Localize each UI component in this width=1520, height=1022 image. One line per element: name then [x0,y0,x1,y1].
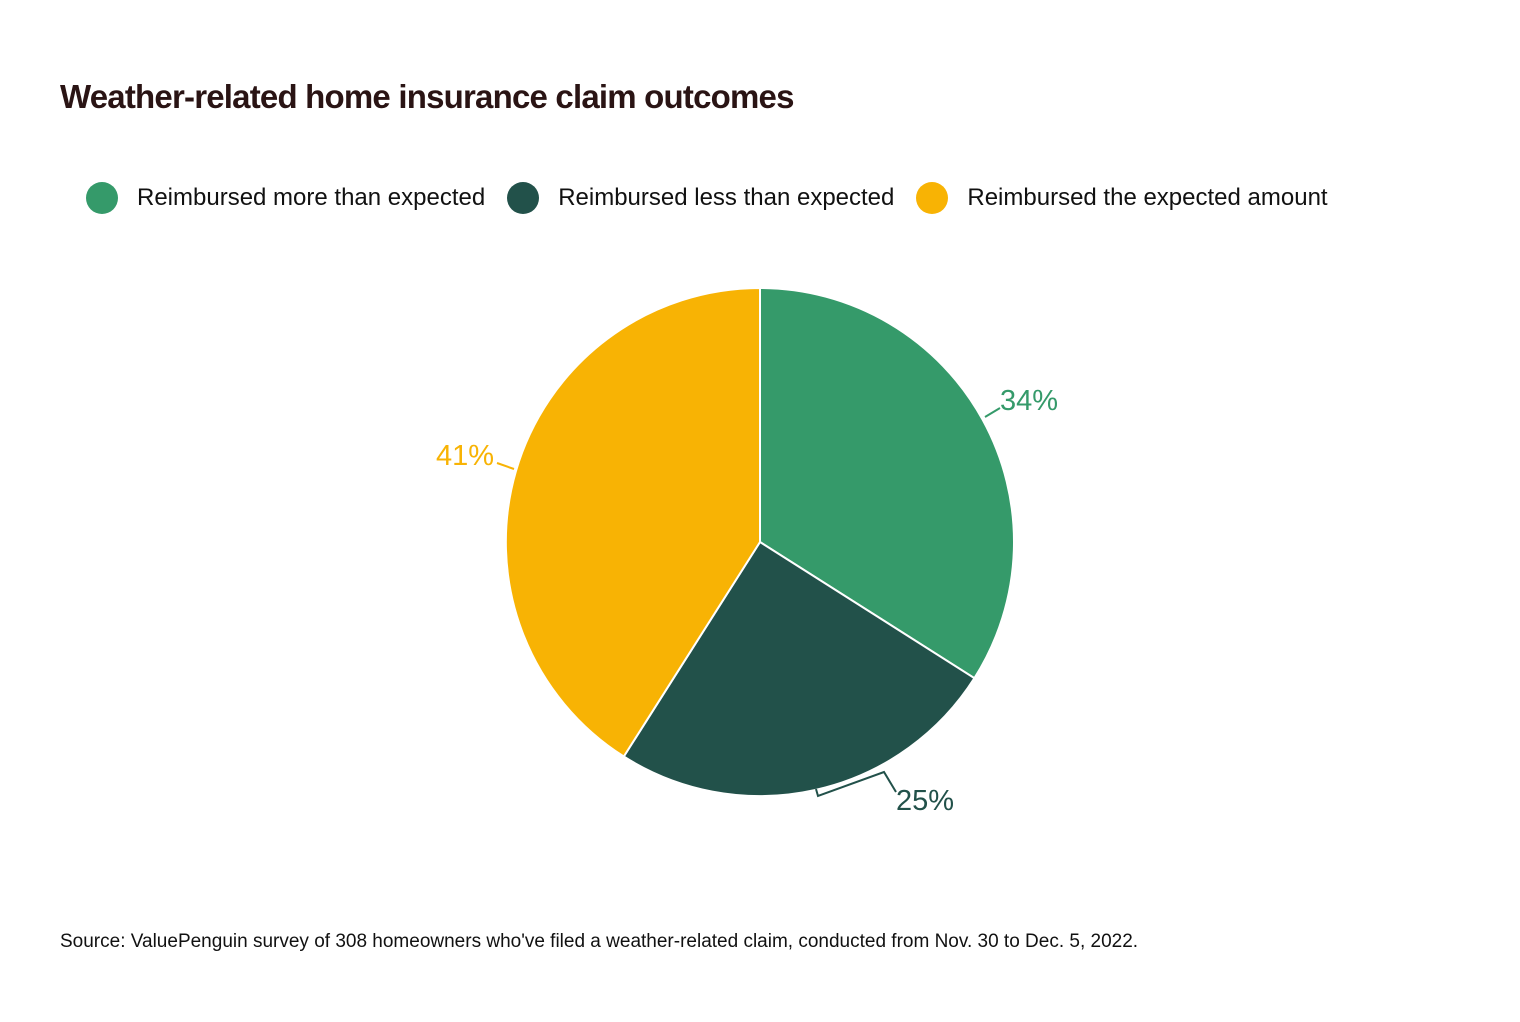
legend-item-more: Reimbursed more than expected [86,182,485,214]
legend-label-more: Reimbursed more than expected [137,184,486,211]
legend-swatch-expected [916,182,949,214]
leader-line-less [815,770,897,798]
data-label-more: 34% [1000,385,1058,417]
data-label-expected: 41% [436,440,494,472]
legend-label-less: Reimbursed less than expected [558,184,895,211]
legend-swatch-more [86,182,118,214]
slice-expected-amount [504,286,761,758]
legend-item-less: Reimbursed less than expected [507,182,894,214]
chart-legend: Reimbursed more than expected Reimbursed… [86,182,1350,214]
data-label-less: 25% [896,785,954,817]
chart-title: Weather-related home insurance claim out… [60,78,794,115]
leader-line-more [984,407,1001,418]
legend-swatch-less [507,182,540,214]
slice-more-than-expected [759,286,1015,680]
legend-label-expected: Reimbursed the expected amount [967,184,1328,211]
leader-line-expected [496,462,515,470]
source-note: Source: ValuePenguin survey of 308 homeo… [60,931,1139,952]
legend-item-expected: Reimbursed the expected amount [916,182,1328,214]
